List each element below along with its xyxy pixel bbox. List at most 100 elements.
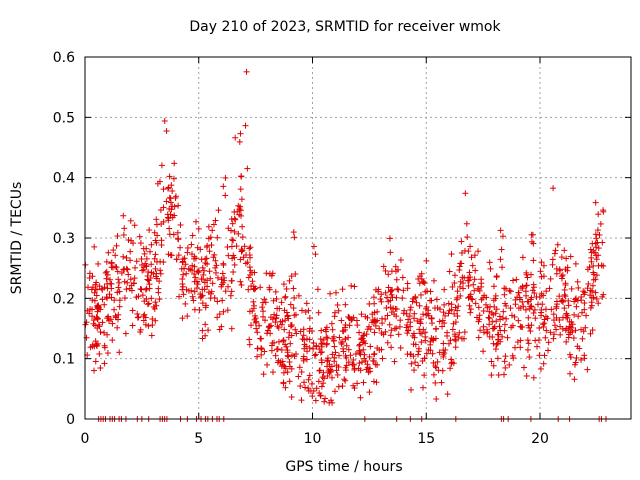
data-point bbox=[218, 283, 225, 290]
data-point bbox=[543, 288, 550, 295]
data-point bbox=[439, 367, 446, 374]
data-point bbox=[153, 302, 160, 309]
data-point bbox=[343, 342, 350, 349]
data-point bbox=[377, 296, 384, 303]
data-point bbox=[179, 283, 186, 290]
data-point bbox=[284, 313, 291, 320]
data-point bbox=[331, 343, 338, 350]
data-point bbox=[95, 321, 102, 328]
data-point bbox=[436, 349, 443, 356]
data-point bbox=[257, 335, 264, 342]
data-point bbox=[143, 255, 150, 262]
data-point bbox=[423, 350, 430, 357]
data-point bbox=[517, 344, 524, 351]
data-point bbox=[507, 305, 514, 312]
y-tick-label: 0.2 bbox=[53, 291, 75, 307]
data-point bbox=[494, 355, 501, 362]
data-point bbox=[449, 326, 456, 333]
data-point bbox=[463, 220, 470, 227]
data-point bbox=[345, 346, 352, 353]
grid-lines bbox=[85, 57, 631, 419]
data-point bbox=[91, 367, 98, 374]
data-point bbox=[561, 247, 568, 254]
data-point bbox=[112, 263, 119, 270]
data-point bbox=[273, 346, 280, 353]
data-point bbox=[304, 348, 311, 355]
data-point bbox=[562, 282, 569, 289]
data-point bbox=[251, 269, 258, 276]
data-point bbox=[207, 295, 214, 302]
data-point bbox=[370, 357, 377, 364]
data-point bbox=[205, 223, 212, 230]
data-point bbox=[290, 285, 297, 292]
data-point bbox=[311, 352, 318, 359]
data-point bbox=[436, 318, 443, 325]
data-point bbox=[239, 247, 246, 254]
data-point bbox=[600, 262, 607, 269]
data-point bbox=[472, 267, 479, 274]
data-point bbox=[572, 359, 579, 366]
data-point bbox=[465, 277, 472, 284]
data-point bbox=[488, 309, 495, 316]
data-point bbox=[104, 331, 111, 338]
data-point bbox=[269, 270, 276, 277]
data-point bbox=[290, 229, 297, 236]
data-point bbox=[153, 270, 160, 277]
data-point bbox=[215, 207, 222, 214]
data-point bbox=[138, 255, 145, 262]
data-point bbox=[573, 354, 580, 361]
data-point bbox=[94, 305, 101, 312]
data-point bbox=[191, 288, 198, 295]
data-point bbox=[404, 280, 411, 287]
data-point bbox=[475, 334, 482, 341]
data-point bbox=[147, 248, 154, 255]
data-point bbox=[427, 288, 434, 295]
data-point bbox=[280, 337, 287, 344]
data-point bbox=[538, 259, 545, 266]
data-point bbox=[522, 288, 529, 295]
data-point bbox=[418, 270, 425, 277]
data-point bbox=[403, 324, 410, 331]
data-point bbox=[283, 285, 290, 292]
data-point bbox=[528, 238, 535, 245]
data-point bbox=[451, 280, 458, 287]
data-point bbox=[403, 310, 410, 317]
data-point bbox=[222, 174, 229, 181]
data-point bbox=[134, 310, 141, 317]
data-point bbox=[125, 271, 132, 278]
data-point bbox=[264, 361, 271, 368]
data-point bbox=[199, 264, 206, 271]
data-point bbox=[540, 273, 547, 280]
data-point bbox=[229, 220, 236, 227]
data-point bbox=[484, 328, 491, 335]
axis-ticks: 0 0.1 0.2 0.3 0.4 0.5 0.6 0 5 10 15 20 bbox=[53, 50, 631, 447]
data-point bbox=[417, 320, 424, 327]
data-point bbox=[149, 322, 156, 329]
data-point bbox=[489, 325, 496, 332]
data-point bbox=[279, 358, 286, 365]
data-point bbox=[416, 326, 423, 333]
y-tick-label: 0.4 bbox=[53, 171, 75, 187]
data-point bbox=[157, 267, 164, 274]
data-point bbox=[300, 326, 307, 333]
data-point bbox=[297, 383, 304, 390]
data-point bbox=[312, 397, 319, 404]
data-point bbox=[240, 254, 247, 261]
data-point bbox=[293, 330, 300, 337]
data-point bbox=[578, 326, 585, 333]
data-point bbox=[97, 365, 104, 372]
data-point bbox=[331, 388, 338, 395]
data-point bbox=[262, 317, 269, 324]
data-point bbox=[201, 279, 208, 286]
data-point bbox=[318, 327, 325, 334]
data-point bbox=[286, 277, 293, 284]
data-point bbox=[214, 298, 221, 305]
data-point bbox=[224, 307, 231, 314]
data-point bbox=[331, 313, 338, 320]
data-point bbox=[420, 384, 427, 391]
data-point bbox=[430, 336, 437, 343]
data-point bbox=[369, 319, 376, 326]
data-point bbox=[472, 300, 479, 307]
data-point bbox=[517, 304, 524, 311]
data-point bbox=[112, 252, 119, 259]
